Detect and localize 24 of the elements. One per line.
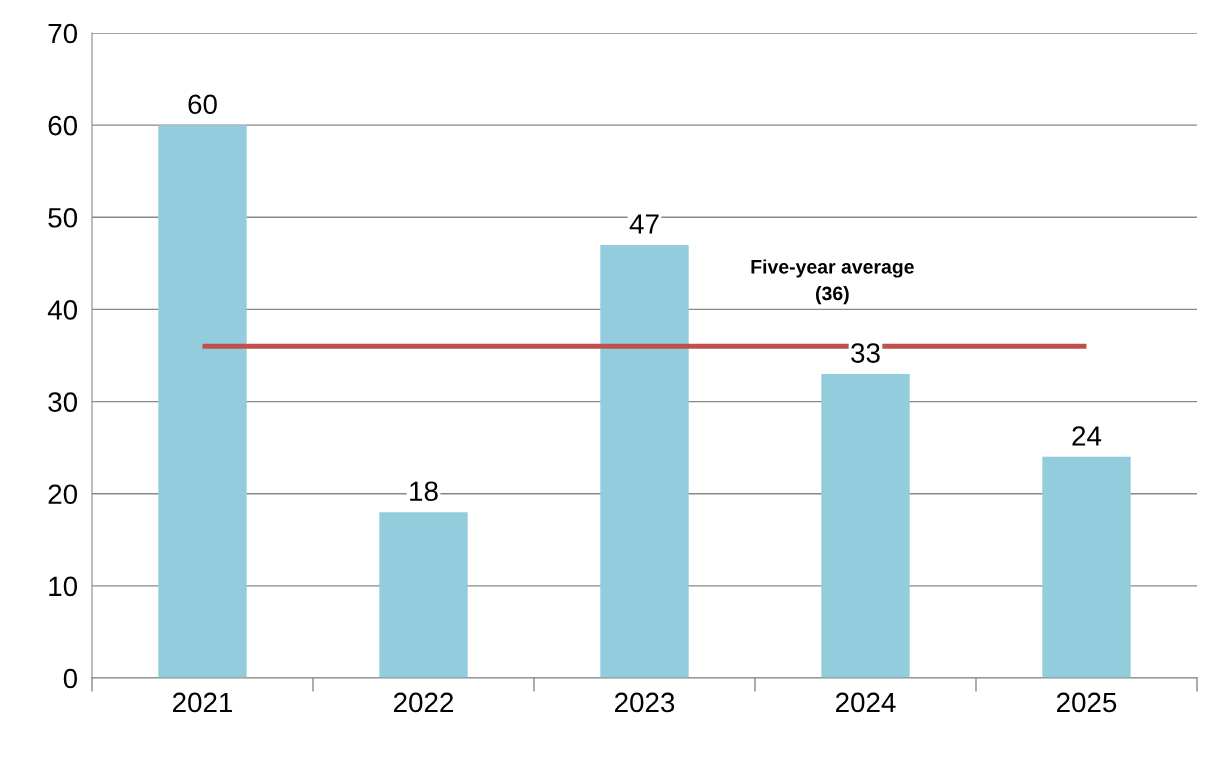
x-tick-label: 2025 bbox=[1057, 692, 1117, 713]
bar bbox=[1042, 456, 1131, 678]
y-tick-label: 30 bbox=[48, 392, 78, 412]
data-label: 60 bbox=[188, 94, 217, 115]
y-tick-label: 70 bbox=[48, 23, 78, 44]
x-tick-label: 2021 bbox=[173, 692, 233, 713]
data-label: 33 bbox=[851, 343, 880, 363]
ref-line-label: Five-year average (36) bbox=[751, 259, 914, 305]
bar bbox=[821, 373, 910, 678]
data-label: 47 bbox=[629, 214, 659, 234]
x-tick-label: 2022 bbox=[394, 692, 454, 713]
bar bbox=[379, 512, 468, 678]
data-label: 24 bbox=[1072, 426, 1102, 446]
bar bbox=[158, 125, 247, 678]
y-tick-label: 60 bbox=[48, 115, 78, 136]
x-tick-label: 2023 bbox=[615, 692, 675, 713]
data-label: 18 bbox=[410, 481, 438, 502]
bar bbox=[600, 244, 689, 678]
y-tick-label: 40 bbox=[47, 300, 78, 320]
y-tick-label: 0 bbox=[63, 668, 78, 689]
y-tick-label: 20 bbox=[48, 484, 78, 505]
y-tick-label: 10 bbox=[49, 576, 78, 597]
y-tick-label: 50 bbox=[48, 207, 78, 228]
x-tick-label: 2024 bbox=[836, 692, 896, 713]
